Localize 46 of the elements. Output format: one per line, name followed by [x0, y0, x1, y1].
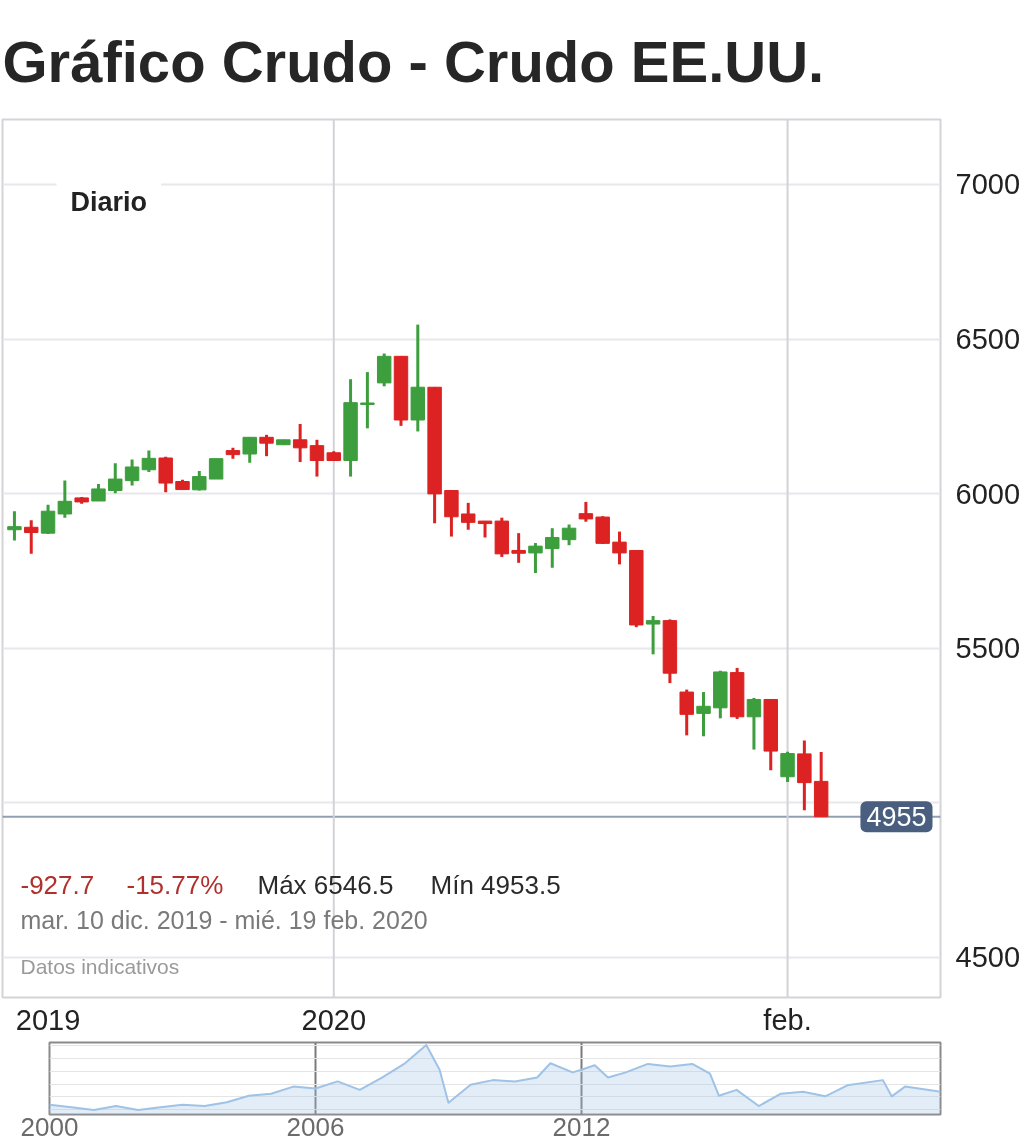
x-tick-label: 2012 [552, 1111, 611, 1141]
candlestick [360, 372, 375, 429]
candlestick [545, 528, 560, 568]
candlestick [40, 504, 56, 535]
x-tick-label: 2020 [301, 1003, 367, 1036]
y-tick-label: 6000 [955, 477, 1021, 510]
annotation: Datos indicativos [20, 955, 180, 978]
candlestick [561, 524, 577, 547]
candlestick [192, 471, 207, 491]
candlestick [511, 533, 526, 563]
candlestick [528, 543, 543, 574]
candlestick [141, 450, 157, 472]
candlestick [578, 500, 594, 522]
annotation: Diario [70, 186, 148, 217]
annotation: -927.7 [20, 869, 95, 900]
annotation: -15.77% [126, 869, 224, 900]
candlestick [108, 463, 123, 494]
candlestick [259, 433, 274, 458]
candlestick [696, 692, 711, 737]
annotation: mar. 10 dic. 2019 - mié. 19 feb. 2020 [20, 905, 428, 934]
candlestick [461, 501, 476, 530]
y-tick-label: 5500 [955, 632, 1021, 665]
candlestick [679, 689, 694, 736]
candlestick [292, 424, 308, 464]
y-tick-label: 7000 [955, 168, 1021, 201]
candlestick [7, 511, 22, 541]
candlestick [24, 520, 39, 554]
y-tick-label: 4500 [955, 941, 1021, 974]
chart-title: Gráfico Crudo - Crudo EE.UU. [2, 28, 825, 94]
candlestick [780, 751, 795, 783]
x-tick-label: feb. [763, 1003, 812, 1036]
candlestick [645, 616, 661, 655]
candlestick [612, 531, 627, 565]
y-tick-label: 6500 [955, 323, 1021, 355]
candlestick [124, 459, 140, 486]
candlestick [57, 480, 73, 518]
annotation: Máx 6546.5 [257, 869, 394, 900]
annotation: Mín 4953.5 [430, 869, 561, 900]
ref-line-label: 4955 [866, 802, 927, 833]
candlestick [242, 436, 257, 463]
candlestick [208, 458, 224, 480]
x-tick-label: 2000 [20, 1111, 79, 1141]
x-tick-label: 2019 [15, 1003, 81, 1036]
candlestick [746, 696, 762, 750]
candlestick [309, 438, 325, 477]
x-tick-label: 2006 [286, 1111, 345, 1141]
